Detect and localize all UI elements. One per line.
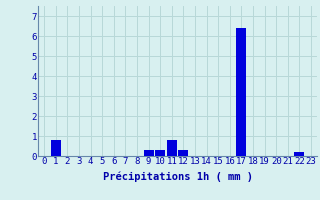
Bar: [236, 28, 246, 156]
Bar: [179, 150, 188, 156]
Bar: [51, 140, 61, 156]
Bar: [155, 150, 165, 156]
Bar: [167, 140, 177, 156]
Bar: [294, 152, 304, 156]
X-axis label: Précipitations 1h ( mm ): Précipitations 1h ( mm ): [103, 172, 252, 182]
Bar: [144, 150, 154, 156]
